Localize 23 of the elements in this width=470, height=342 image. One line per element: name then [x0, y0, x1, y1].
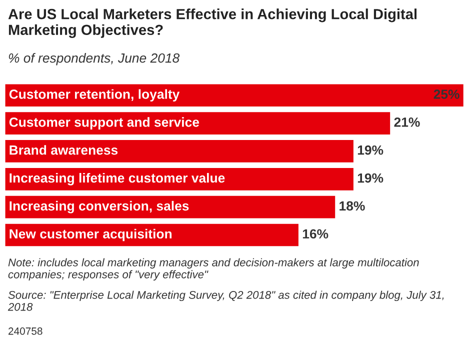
bar: [5, 140, 354, 162]
bar: [5, 168, 354, 190]
chart-subtitle: % of respondents, June 2018: [8, 53, 180, 66]
data-label: 18%: [340, 201, 365, 211]
source-note: Source: "Enterprise Local Marketing Survey, Q2 2018" as cited in company blog, July 31, 2018: [8, 290, 444, 311]
y-tick-label: Increasing conversion, sales: [10, 200, 189, 214]
data-label: 21%: [394, 117, 420, 127]
data-label: 16%: [302, 229, 328, 239]
data-label: 19%: [358, 145, 384, 155]
text: 240758: [8, 327, 42, 335]
bar: [5, 84, 464, 107]
data-label: 19%: [358, 173, 384, 183]
y-tick-label: Customer retention, loyalty: [9, 89, 180, 102]
bar: [5, 196, 336, 218]
bar: [5, 112, 390, 134]
y-tick-label: Increasing lifetime customer value: [10, 172, 225, 186]
text: Note: includes local marketing managers and decision-makers at large multilocation companies; responses of "very effective": [8, 258, 419, 281]
y-tick-label: New customer acquisition: [10, 228, 172, 242]
chart-title: Are US Local Marketers Effective in Achieving Local Digital Marketing Objectives?: [8, 8, 416, 38]
y-tick-label: Customer support and service: [9, 117, 200, 130]
bar: [5, 224, 298, 246]
data-label: 25%: [434, 90, 460, 99]
y-tick-label: Brand awareness: [10, 145, 118, 155]
